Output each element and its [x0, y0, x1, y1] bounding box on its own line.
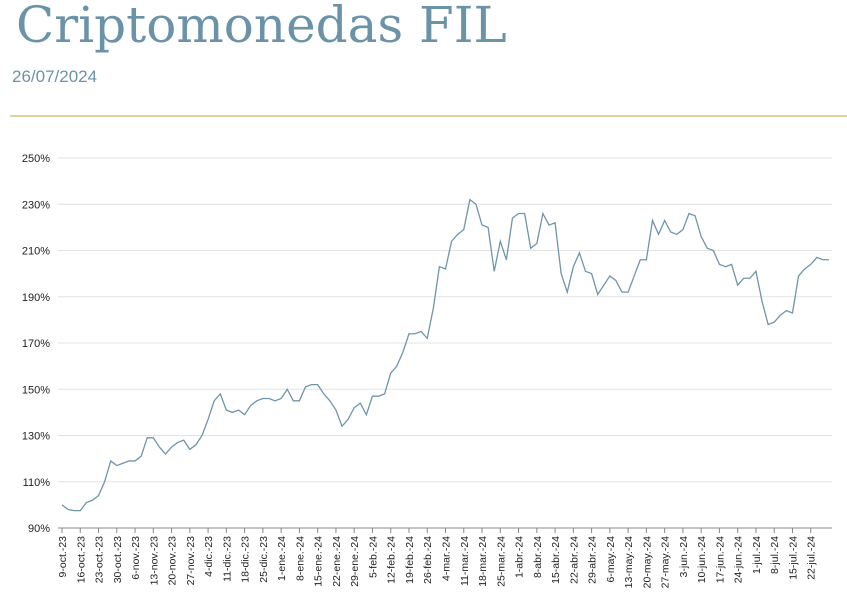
x-tick-label: 3-jun.-24: [678, 536, 690, 578]
y-tick-label: 90%: [28, 523, 50, 535]
x-tick-label: 15-ene.-24: [313, 536, 325, 587]
x-tick-label: 26-feb.-24: [422, 536, 434, 584]
x-tick-label: 20-may.-24: [641, 536, 653, 588]
y-tick-label: 190%: [22, 292, 50, 304]
y-tick-label: 250%: [22, 153, 50, 165]
x-tick-label: 23-oct.-23: [94, 536, 106, 583]
x-tick-label: 22-abr.-24: [568, 536, 580, 584]
x-tick-label: 8-jul.-24: [769, 536, 781, 574]
x-tick-label: 4-mar.-24: [441, 536, 453, 581]
x-tick-label: 25-dic.-23: [258, 536, 270, 583]
x-tick-label: 9-oct.-23: [57, 536, 69, 578]
y-tick-label: 210%: [22, 246, 50, 258]
x-tick-label: 15-abr.-24: [550, 536, 562, 584]
x-tick-label: 15-jul.-24: [787, 536, 799, 580]
price-line: [61, 198, 829, 512]
x-tick-label: 13-nov.-23: [148, 536, 160, 586]
x-tick-label: 25-mar.-24: [495, 536, 507, 587]
x-tick-label: 1-abr.-24: [514, 536, 526, 578]
x-tick-label: 22-ene.-24: [331, 536, 343, 587]
x-tick-label: 11-dic.-23: [221, 536, 233, 582]
x-tick-label: 12-feb.-24: [386, 536, 398, 584]
x-tick-label: 29-abr.-24: [587, 536, 599, 584]
x-tick-label: 5-feb.-24: [367, 536, 379, 578]
y-tick-label: 150%: [22, 384, 50, 396]
x-tick-label: 27-may.-24: [660, 536, 672, 588]
x-tick-label: 27-nov.-23: [185, 536, 197, 586]
y-tick-label: 130%: [22, 431, 50, 443]
x-tick-label: 17-jun.-24: [714, 536, 726, 583]
x-tick-label: 29-ene.-24: [349, 536, 361, 587]
x-tick-label: 20-nov.-23: [167, 536, 179, 586]
x-tick-label: 8-ene.-24: [294, 536, 306, 581]
x-tick-label: 11-mar.-24: [459, 536, 471, 586]
x-tick-label: 16-oct.-23: [75, 536, 87, 583]
x-tick-label: 8-abr.-24: [532, 536, 544, 578]
x-tick-label: 1-jul.-24: [751, 536, 763, 574]
page-title: Criptomonedas FIL: [16, 0, 507, 54]
x-tick-label: 4-dic.-23: [203, 536, 215, 577]
x-tick-label: 18-mar.-24: [477, 536, 489, 587]
x-tick-label: 6-nov.-23: [130, 536, 142, 580]
x-tick-label: 6-may.-24: [605, 536, 617, 583]
x-tick-label: 18-dic.-23: [240, 536, 252, 583]
x-tick-label: 24-jun.-24: [733, 536, 745, 583]
x-tick-label: 1-ene.-24: [276, 536, 288, 581]
y-tick-label: 110%: [23, 477, 51, 489]
x-tick-label: 10-jun.-24: [696, 536, 708, 583]
x-tick-label: 22-jul.-24: [806, 536, 818, 580]
y-tick-label: 170%: [22, 338, 50, 350]
x-tick-label: 13-may.-24: [623, 536, 635, 588]
x-tick-label: 30-oct.-23: [112, 536, 124, 583]
page-date: 26/07/2024: [12, 67, 97, 86]
y-tick-label: 230%: [22, 199, 50, 211]
x-tick-label: 19-feb.-24: [404, 536, 416, 584]
